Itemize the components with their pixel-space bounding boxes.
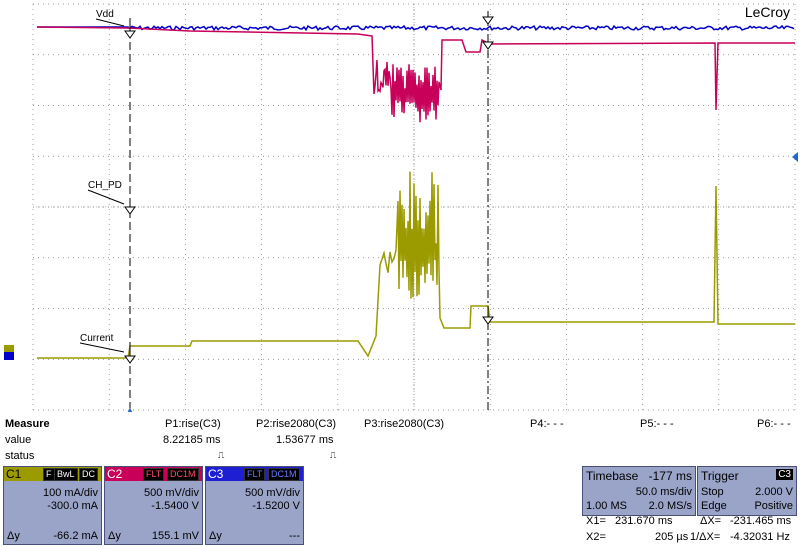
cursor-x2-marker-c1 (482, 311, 494, 325)
channel-c3-header: C3 FLT DC1M (206, 467, 303, 481)
param-p1-status-icon: ⎍ (218, 450, 225, 460)
c1-dy-label: Δy (7, 530, 20, 542)
cursor-x1-value: 231.670 ms (615, 515, 673, 527)
c1-offset: -300.0 mA (47, 500, 98, 512)
timebase-label: Timebase (586, 469, 639, 483)
c2-dy-value: 155.1 mV (151, 530, 199, 542)
oscilloscope-display[interactable]: Vdd CH_PD Current (0, 0, 800, 412)
timebase-per-div: 50.0 ms/div (635, 486, 692, 498)
c1-tag-dc: DC (79, 468, 98, 481)
cursor-inv-value: -4.32031 Hz (730, 531, 790, 543)
c2-dy-label: Δy (108, 530, 121, 542)
c1-dy-value: -66.2 mA (53, 530, 98, 542)
current-trace-label: Current (80, 333, 114, 344)
c2-tag-dc1m: DC1M (167, 468, 199, 481)
graticule-grid (32, 3, 796, 411)
markers (4, 11, 798, 412)
channel-c2-header: C2 FLT DC1M (105, 467, 202, 481)
c3-dy-value: --- (289, 530, 300, 542)
waveform-traces (36, 24, 795, 359)
c3-offset: -1.5200 V (252, 500, 300, 512)
ch-pd-label-leader (87, 189, 125, 205)
c3-tag-dc1m: DC1M (268, 468, 300, 481)
c3-tag-flt: FLT (244, 468, 266, 481)
param-p5-name[interactable]: P5:- - - (640, 418, 674, 430)
trigger-mode: Stop (701, 486, 724, 498)
measure-panel[interactable]: Measure P1:rise(C3) P2:rise2080(C3) P3:r… (0, 412, 800, 464)
channel-c1-id: C1 (6, 467, 22, 481)
cursor-dx-label: ΔX= (700, 515, 722, 527)
param-p2-status-icon: ⎍ (330, 450, 337, 460)
c1-ground-marker (4, 345, 14, 353)
param-p2-name[interactable]: P2:rise2080(C3) (256, 418, 337, 430)
c2-tag-flt: FLT (143, 468, 165, 481)
trigger-position-marker (127, 408, 133, 412)
c1-tag-f: F (43, 468, 55, 481)
c1-waveform (37, 171, 795, 359)
cursor-x2-value: 205 µs (655, 531, 689, 543)
ch-pd-trace-label: CH_PD (88, 180, 122, 191)
trigger-type: Edge (701, 500, 727, 512)
lecroy-logo: LeCroy (744, 4, 790, 20)
param-p6-name[interactable]: P6:- - - (757, 418, 791, 430)
trigger-channel: C3 (776, 469, 793, 480)
channel-c2-id: C2 (107, 467, 123, 481)
current-label-leader (79, 342, 125, 353)
cursor-x1-marker-c2 (124, 25, 136, 39)
c2-offset: -1.5400 V (151, 500, 199, 512)
vdd-trace-label: Vdd (96, 9, 114, 20)
timebase-samples: 1.00 MS (586, 500, 627, 512)
trigger-slope: Positive (754, 500, 793, 512)
cursor-x1-label: X1= (586, 515, 606, 527)
c1-tag-bwl: BwL (54, 468, 78, 481)
param-p1-name[interactable]: P1:rise(C3) (165, 418, 221, 430)
param-p4-name[interactable]: P4:- - - (530, 418, 564, 430)
trigger-panel[interactable]: Trigger C3 Stop 2.000 V Edge Positive (697, 466, 797, 516)
cursor-x2-marker-top (482, 11, 494, 25)
channel-c1-descriptor[interactable]: C1 F BwL DC 100 mA/div -300.0 mA Δy -66.… (3, 466, 102, 545)
c3-ground-marker (4, 352, 14, 360)
param-p3-name[interactable]: P3:rise2080(C3) (364, 418, 445, 430)
cursor-inv-label: 1/ΔX= (690, 531, 721, 543)
measure-title: Measure (5, 418, 50, 430)
trigger-level-marker (792, 152, 798, 162)
measure-status-row-label: status (5, 450, 35, 462)
trigger-level: 2.000 V (755, 486, 793, 498)
param-p2-value: 1.53677 ms (276, 434, 334, 446)
c3-scale: 500 mV/div (244, 487, 300, 499)
c3-waveform (37, 24, 795, 32)
c2-waveform (36, 26, 795, 123)
cursor-dx-value: -231.465 ms (730, 515, 792, 527)
c3-dy-label: Δy (209, 530, 222, 542)
vdd-label-leader (95, 18, 125, 27)
c2-scale: 500 mV/div (143, 487, 199, 499)
channel-c1-header: C1 F BwL DC (4, 467, 101, 481)
timebase-panel[interactable]: Timebase -177 ms 50.0 ms/div 1.00 MS 2.0… (582, 466, 696, 516)
cursor-x1-marker-c3 (124, 201, 136, 215)
trigger-label: Trigger (701, 469, 739, 483)
channel-c3-descriptor[interactable]: C3 FLT DC1M 500 mV/div -1.5200 V Δy --- (205, 466, 304, 545)
timebase-delay: -177 ms (648, 469, 692, 483)
timebase-rate: 2.0 MS/s (648, 500, 692, 512)
cursor-x2-marker-c2 (482, 36, 494, 50)
cursor-x1-marker-c1 (124, 350, 136, 364)
channel-c3-id: C3 (208, 467, 224, 481)
channel-c2-descriptor[interactable]: C2 FLT DC1M 500 mV/div -1.5400 V Δy 155.… (104, 466, 203, 545)
cursor-x2-label: X2= (586, 531, 606, 543)
c1-scale: 100 mA/div (42, 487, 98, 499)
measure-value-row-label: value (5, 434, 32, 446)
param-p1-value: 8.22185 ms (163, 434, 221, 446)
